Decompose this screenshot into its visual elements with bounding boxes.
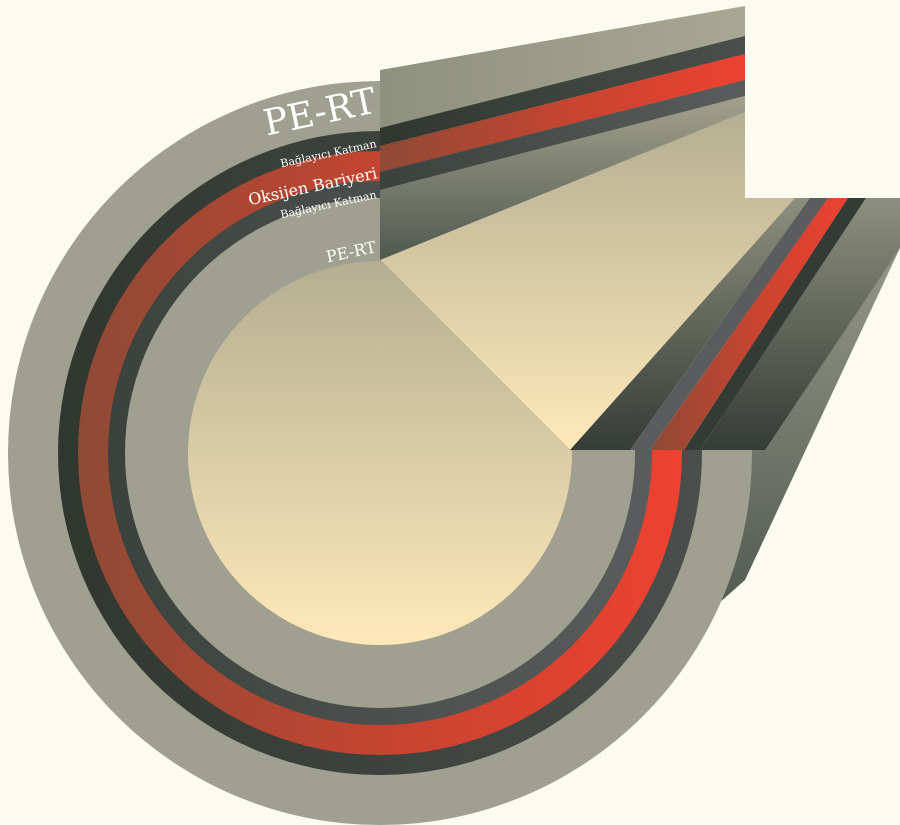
pipe-bore bbox=[188, 261, 572, 645]
top-band-oxygen-barrier bbox=[380, 54, 745, 172]
inner-sloped-face bbox=[380, 96, 745, 260]
diag-strip-adhesive-outer bbox=[684, 198, 866, 450]
diag-strip-outer bbox=[570, 198, 810, 450]
top-band-adhesive-inner bbox=[380, 80, 745, 190]
diag-strip-oxygen-barrier bbox=[650, 198, 848, 450]
top-band-adhesive-outer bbox=[380, 36, 745, 146]
bore-inner-face bbox=[380, 112, 795, 450]
diag-strip-pe-rt bbox=[700, 198, 900, 450]
diag-strip-adhesive-inner bbox=[630, 198, 828, 450]
pipe-extrusion bbox=[380, 6, 900, 620]
